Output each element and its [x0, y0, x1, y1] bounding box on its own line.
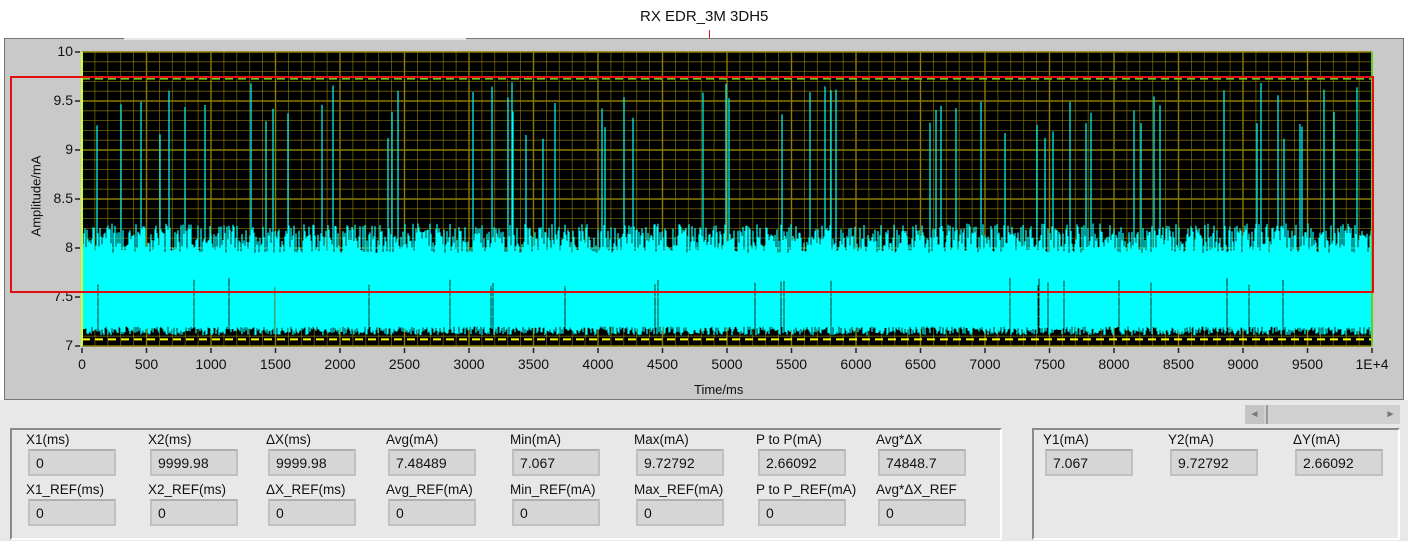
x-ref-field-value: 0 [758, 499, 846, 526]
x-field-value: 9999.98 [150, 449, 238, 476]
x-tick-label: 6000 [840, 356, 872, 372]
x-field-label: Max(mA) [634, 432, 689, 447]
x-field-label: X2(ms) [148, 432, 192, 447]
panel-tab-highlight [124, 38, 466, 40]
y-field-label: Y1(mA) [1043, 432, 1089, 447]
x-tick-label: 8000 [1098, 356, 1130, 372]
x-tick-label: 8500 [1162, 356, 1195, 372]
arrow-right-icon[interactable]: ► [1385, 409, 1396, 420]
y-field-value: 9.72792 [1170, 449, 1258, 476]
x-tick-label: 2000 [324, 356, 356, 372]
y-tick-label: 7.5 [53, 288, 73, 304]
scroll-thumb[interactable] [1266, 405, 1268, 424]
x-ref-field-label: Min_REF(mA) [510, 482, 596, 497]
x-field-value: 7.48489 [388, 449, 476, 476]
x-ref-field-value: 0 [878, 499, 966, 526]
x-ref-field-label: Avg*ΔX_REF [876, 482, 957, 497]
x-tick-label: 2500 [388, 356, 421, 372]
y-tick-label: 9 [65, 141, 73, 157]
chart-annotation: RX EDR_3M 3DH5 [640, 8, 769, 25]
x-ref-field-label: X2_REF(ms) [148, 482, 227, 497]
y-field-label: Y2(mA) [1168, 432, 1214, 447]
x-axis-label: Time/ms [694, 382, 744, 397]
x-tick-label: 3000 [453, 356, 485, 372]
y-tick-label: 10 [57, 43, 73, 59]
x-tick-label: 9000 [1227, 356, 1259, 372]
y-field-label: ΔY(mA) [1293, 432, 1341, 447]
x-field-label: P to P(mA) [756, 432, 822, 447]
x-field-value: 2.66092 [758, 449, 846, 476]
x-ref-field-label: X1_REF(ms) [26, 482, 105, 497]
x-field-value: 9.72792 [636, 449, 724, 476]
y-tick-label: 8.5 [53, 190, 73, 206]
x-tick-label: 500 [134, 356, 159, 372]
x-tick-label: 4000 [582, 356, 614, 372]
x-ref-field-label: ΔX_REF(ms) [266, 482, 346, 497]
x-field-value: 9999.98 [268, 449, 356, 476]
x-tick-label: 5500 [775, 356, 808, 372]
x-cursor-group: X1(ms) 0 X2(ms) 9999.98 ΔX(ms) 9999.98 Avg(mA)… [10, 428, 1002, 540]
x-field-value: 0 [28, 449, 116, 476]
x-tick-label: 1E+4 [1355, 356, 1389, 372]
x-field-label: X1(ms) [26, 432, 70, 447]
x-tick-label: 1500 [259, 356, 292, 372]
y-axis-label: Amplitude/mA [28, 155, 44, 237]
measurement-area: X1(ms) 0 X2(ms) 9999.98 ΔX(ms) 9999.98 Avg(mA)… [0, 400, 1408, 541]
x-ref-field-label: Avg_REF(mA) [386, 482, 473, 497]
x-ref-field-label: P to P_REF(mA) [756, 482, 857, 497]
x-tick-label: 6500 [904, 356, 937, 372]
x-field-value: 7.067 [512, 449, 600, 476]
x-field-label: Avg(mA) [386, 432, 439, 447]
x-tick-label: 7000 [969, 356, 1001, 372]
waveform-graph[interactable] [0, 0, 1408, 400]
x-ref-field-value: 0 [28, 499, 116, 526]
x-tick-label: 0 [78, 356, 86, 372]
x-tick-label: 9500 [1291, 356, 1324, 372]
graph-scrollbar[interactable]: ◄ ► [1245, 405, 1400, 424]
x-ref-field-value: 0 [388, 499, 476, 526]
y-field-value: 2.66092 [1295, 449, 1383, 476]
y-tick-label: 9.5 [53, 92, 73, 108]
y-tick-label: 7 [65, 337, 73, 353]
x-field-label: Avg*ΔX [876, 432, 923, 447]
x-tick-label: 3500 [517, 356, 550, 372]
x-tick-label: 1000 [195, 356, 227, 372]
x-field-label: ΔX(ms) [266, 432, 312, 447]
y-field-value: 7.067 [1045, 449, 1133, 476]
x-tick-label: 5000 [711, 356, 743, 372]
x-ref-field-label: Max_REF(mA) [634, 482, 724, 497]
x-tick-label: 4500 [646, 356, 679, 372]
x-tick-label: 7500 [1033, 356, 1066, 372]
arrow-left-icon[interactable]: ◄ [1245, 405, 1264, 424]
y-cursor-group: Y1(mA) 7.067 Y2(mA) 9.72792 ΔY(mA) 2.66092 [1032, 428, 1400, 540]
y-tick-label: 8 [65, 239, 73, 255]
x-ref-field-value: 0 [268, 499, 356, 526]
x-field-value: 74848.7 [878, 449, 966, 476]
x-ref-field-value: 0 [636, 499, 724, 526]
x-ref-field-value: 0 [512, 499, 600, 526]
x-field-label: Min(mA) [510, 432, 561, 447]
x-ref-field-value: 0 [150, 499, 238, 526]
